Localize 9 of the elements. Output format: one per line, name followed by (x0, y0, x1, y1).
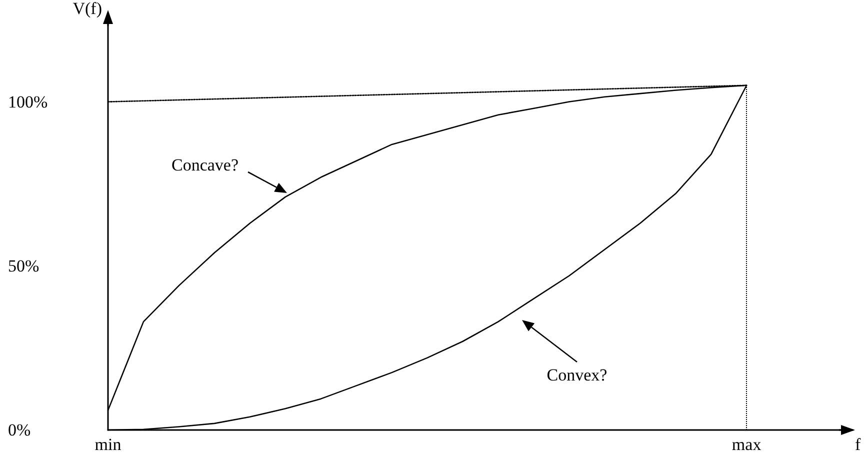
x-axis-title: f (855, 435, 861, 454)
y-tick-label: 0% (8, 420, 31, 440)
x-tick-label: max (732, 435, 762, 454)
y-tick-label: 100% (8, 92, 48, 112)
y-tick-label: 50% (8, 256, 40, 276)
x-tick-label: min (94, 435, 122, 454)
annotation: Concave? (171, 156, 239, 174)
annotation: Convex? (546, 366, 608, 384)
y-axis-title: V(f) (72, 0, 102, 18)
